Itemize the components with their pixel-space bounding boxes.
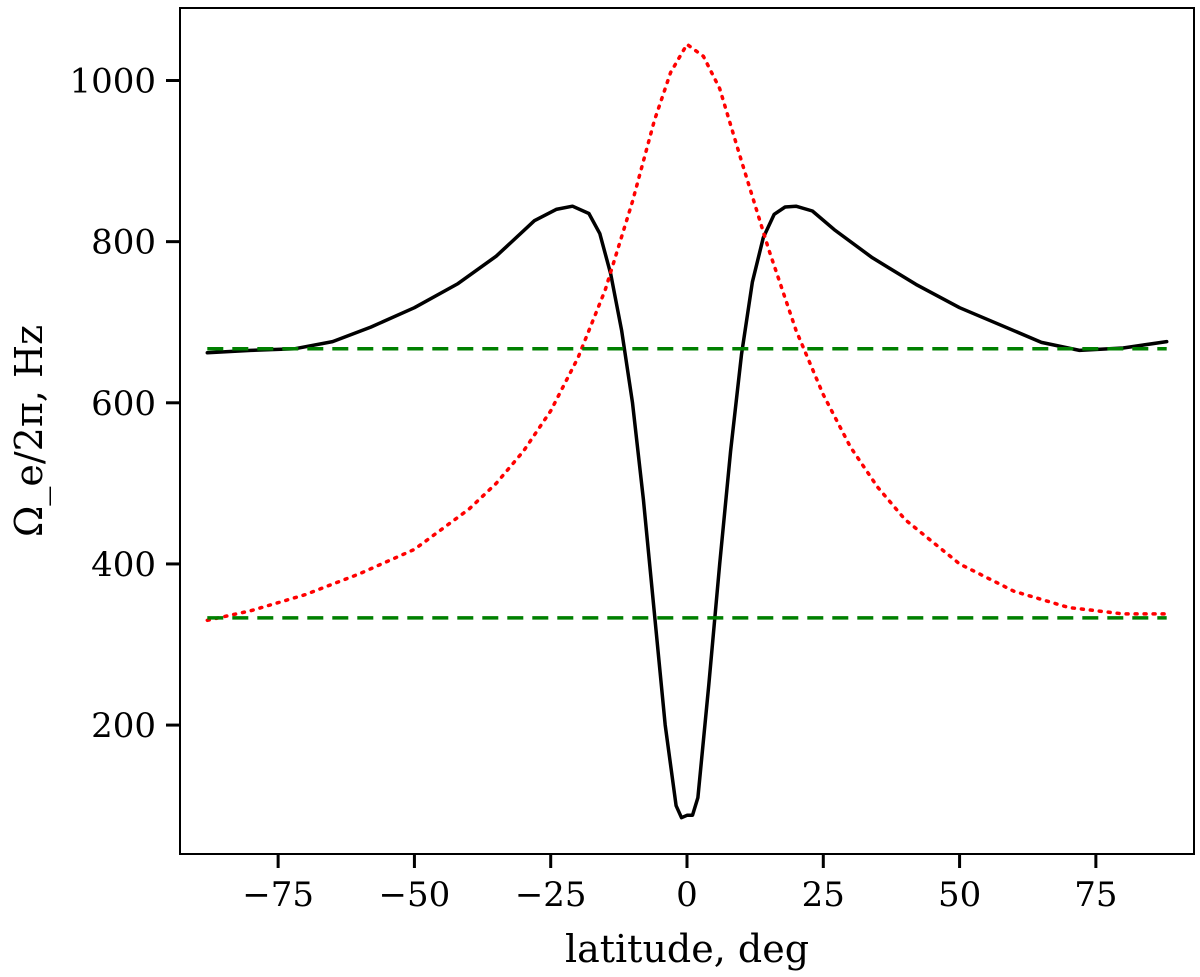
series-0-solid-line [205,204,1169,820]
x-axis-label: latitude, deg [565,927,809,971]
y-tick-label: 400 [91,545,156,585]
y-tick-label: 200 [91,706,156,746]
series-1-dotted-line [205,42,1169,623]
y-tick-label: 600 [91,384,156,424]
x-axis: −75 −50 −25 0 25 50 75 [242,854,1118,915]
y-axis-label: Ω_e/2π, Hz [7,325,52,537]
y-tick-label: 800 [91,223,156,263]
x-tick-label: −50 [379,875,451,915]
y-axis: 200 400 600 800 1000 [69,62,180,746]
plot-frame [179,7,1195,855]
x-tick-label: −75 [242,875,314,915]
x-tick-label: 0 [676,875,698,915]
series-layer [205,42,1169,820]
x-tick-label: −25 [515,875,587,915]
x-tick-label: 50 [938,875,981,915]
x-tick-label: 75 [1074,875,1117,915]
y-tick-label: 1000 [69,62,156,102]
x-tick-label: 25 [802,875,845,915]
